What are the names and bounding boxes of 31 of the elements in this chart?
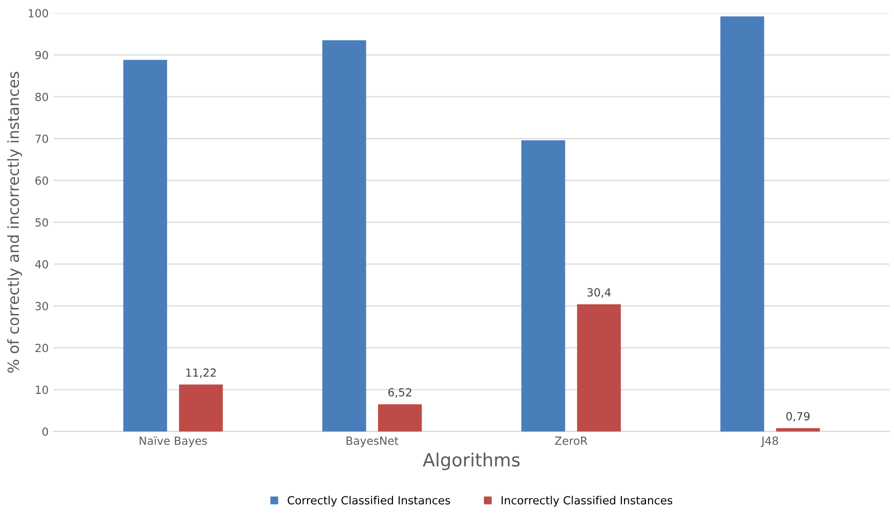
y-tick-label: 30 (35, 302, 48, 310)
y-axis-title: % of correctly and incorrectly instances (7, 72, 22, 373)
y-tick-label: 90 (35, 50, 48, 60)
data-label: 6,52 (388, 388, 412, 398)
y-tick-label: 0 (42, 427, 48, 436)
bar (720, 16, 764, 432)
y-tick-label: 10 (36, 386, 48, 394)
x-tick-label: ZeroR (554, 436, 588, 445)
y-tick-label: 100 (28, 9, 48, 18)
y-tick-label: 80 (35, 92, 48, 102)
y-tick-label: 20 (35, 344, 48, 352)
bar (123, 60, 168, 432)
y-tick-label: 50 (36, 218, 48, 227)
bar (577, 304, 621, 432)
x-tick-label: Naïve Bayes (140, 436, 207, 448)
data-label: 30,4 (587, 288, 611, 298)
x-tick-label: BayesNet (346, 436, 398, 448)
x-tick-label: J48 (760, 436, 778, 448)
data-label: 11,22 (186, 368, 216, 378)
y-tick-label: 70 (36, 134, 48, 143)
bar (776, 428, 820, 432)
x-axis-title: Algorithms (422, 452, 520, 470)
bar (179, 384, 223, 432)
y-tick-label: 60 (35, 176, 48, 185)
bar (322, 40, 366, 432)
y-tick-label: 40 (35, 260, 48, 268)
bar (521, 140, 566, 432)
bar (378, 404, 422, 432)
legend-label: Correctly Classified Instances (288, 496, 450, 507)
data-label: 0,79 (786, 412, 810, 422)
legend-label: Incorrectly Classified Instances (502, 496, 672, 507)
